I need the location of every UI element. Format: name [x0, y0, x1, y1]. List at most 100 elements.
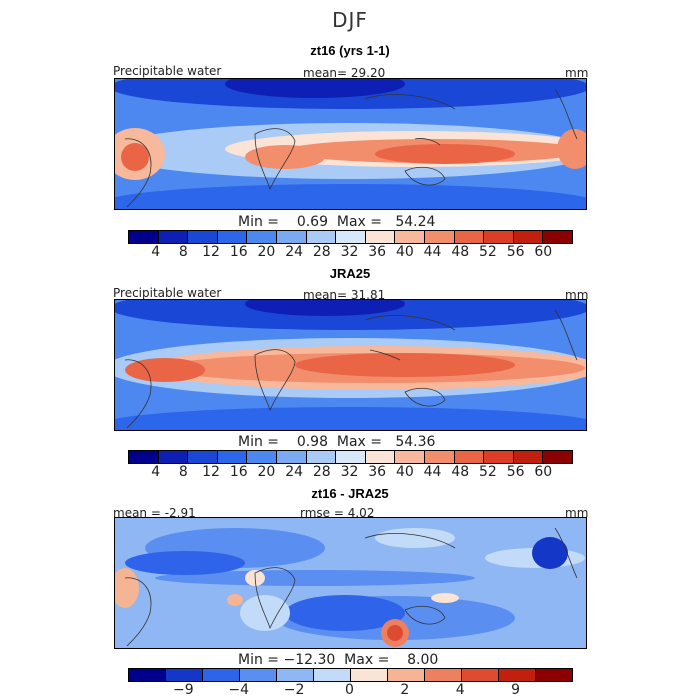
colorbar-tick-label: 28 — [312, 464, 331, 480]
colorbar-tick-label: 36 — [368, 464, 387, 480]
colorbar-swatch — [276, 451, 307, 463]
colorbar-swatch — [395, 451, 425, 463]
panel-1-field — [115, 79, 586, 209]
colorbar-tick-label: 60 — [534, 464, 553, 480]
panel-1-colorbar — [128, 230, 573, 244]
colorbar-swatch — [240, 669, 277, 681]
colorbar-swatch — [158, 231, 189, 243]
colorbar-tick-label: 12 — [202, 244, 220, 260]
panel-1-units-label: mm — [565, 66, 589, 80]
colorbar-swatch — [276, 231, 307, 243]
colorbar-swatch — [454, 231, 485, 243]
colorbar-swatch — [336, 451, 366, 463]
colorbar-tick-label: 0 — [345, 682, 354, 698]
colorbar-tick-label: 52 — [479, 464, 497, 480]
panel-2-colorbar — [128, 450, 573, 464]
panel-3-colorbar — [128, 668, 573, 682]
colorbar-tick-label: 9 — [511, 682, 521, 698]
colorbar-tick-label: 28 — [312, 244, 331, 260]
colorbar-tick-label: 56 — [506, 244, 525, 260]
colorbar-swatch — [543, 231, 572, 243]
colorbar-tick-label: 16 — [229, 244, 248, 260]
colorbar-swatch — [188, 231, 218, 243]
panel-1-variable-label: Precipitable water — [113, 64, 222, 78]
panel-3-map — [114, 517, 587, 649]
colorbar-tick-label: 60 — [534, 244, 553, 260]
colorbar-swatch — [365, 451, 396, 463]
colorbar-tick-label: 20 — [257, 464, 276, 480]
colorbar-tick-label: 40 — [395, 244, 414, 260]
colorbar-swatch — [351, 669, 388, 681]
colorbar-swatch — [306, 231, 337, 243]
colorbar-tick-label: 12 — [202, 464, 220, 480]
colorbar-swatch — [395, 231, 425, 243]
colorbar-swatch — [388, 669, 425, 681]
colorbar-tick-label: 20 — [257, 244, 276, 260]
colorbar-swatch — [365, 231, 396, 243]
colorbar-tick-label: 16 — [229, 464, 248, 480]
colorbar-tick-label: 44 — [423, 464, 442, 480]
panel-1-title: zt16 (yrs 1-1) — [310, 43, 390, 58]
colorbar-swatch — [306, 451, 337, 463]
panel-3-units-label: mm — [565, 506, 589, 520]
colorbar-swatch — [166, 669, 203, 681]
panel-3-mean-label: mean = -2.91 — [113, 506, 196, 520]
panel-3-field — [115, 518, 586, 648]
colorbar-swatch — [336, 231, 366, 243]
colorbar-tick-label: 24 — [285, 244, 304, 260]
colorbar-swatch — [462, 669, 499, 681]
season-title: DJF — [332, 8, 368, 32]
colorbar-tick-label: 4 — [151, 464, 161, 480]
colorbar-tick-label: 48 — [451, 244, 470, 260]
colorbar-swatch — [484, 231, 514, 243]
colorbar-tick-label: 4 — [455, 682, 465, 698]
colorbar-tick-label: 4 — [151, 244, 161, 260]
colorbar-tick-label: 32 — [340, 464, 359, 480]
panel-1-map — [114, 78, 587, 210]
colorbar-swatch — [424, 231, 455, 243]
panel-2-minmax: Min = 0.98 Max = 54.36 — [238, 434, 436, 450]
colorbar-swatch — [513, 451, 544, 463]
colorbar-tick-label: 32 — [340, 244, 359, 260]
colorbar-swatch — [217, 451, 248, 463]
colorbar-tick-label: 8 — [178, 244, 188, 260]
colorbar-swatch — [217, 231, 248, 243]
panel-2-variable-label: Precipitable water — [113, 286, 222, 300]
panel-2-map — [114, 299, 587, 431]
panel-1-colorbar-ticks: 4 8 12 16 20 24 28 32 36 40 44 48 52 56 60 — [128, 244, 571, 260]
panel-3-colorbar-ticks: −9 −4 −2 0 2 4 9 — [128, 682, 571, 698]
colorbar-tick-label: 48 — [451, 464, 470, 480]
panel-2-mean-label: mean= 31.81 — [303, 288, 386, 302]
panel-1-minmax: Min = 0.69 Max = 54.24 — [238, 214, 436, 230]
colorbar-tick-label: −4 — [228, 682, 250, 698]
panel-2-units-label: mm — [565, 288, 589, 302]
colorbar-swatch — [454, 451, 485, 463]
colorbar-swatch — [158, 451, 189, 463]
colorbar-swatch — [314, 669, 351, 681]
colorbar-swatch — [484, 451, 514, 463]
colorbar-swatch — [247, 451, 277, 463]
panel-3-title: zt16 - JRA25 — [311, 486, 389, 501]
panel-1-mean-label: mean= 29.20 — [303, 66, 386, 80]
panel-2-title: JRA25 — [329, 266, 371, 281]
colorbar-swatch — [129, 669, 166, 681]
panel-2-field — [115, 300, 586, 430]
colorbar-swatch — [247, 231, 277, 243]
colorbar-tick-label: 56 — [506, 464, 525, 480]
panel-3-rmse-label: rmse = 4.02 — [300, 506, 375, 520]
colorbar-tick-label: −2 — [283, 682, 305, 698]
panel-2-colorbar-ticks: 4 8 12 16 20 24 28 32 36 40 44 48 52 56 60 — [128, 464, 571, 480]
colorbar-tick-label: 44 — [423, 244, 442, 260]
colorbar-tick-label: 8 — [178, 464, 188, 480]
colorbar-tick-label: 52 — [479, 244, 497, 260]
colorbar-swatch — [129, 451, 159, 463]
colorbar-swatch — [536, 669, 572, 681]
colorbar-swatch — [543, 451, 572, 463]
colorbar-swatch — [499, 669, 536, 681]
colorbar-tick-label: 36 — [368, 244, 387, 260]
colorbar-tick-label: 24 — [285, 464, 304, 480]
colorbar-swatch — [129, 231, 159, 243]
colorbar-swatch — [513, 231, 544, 243]
colorbar-swatch — [188, 451, 218, 463]
colorbar-swatch — [203, 669, 240, 681]
